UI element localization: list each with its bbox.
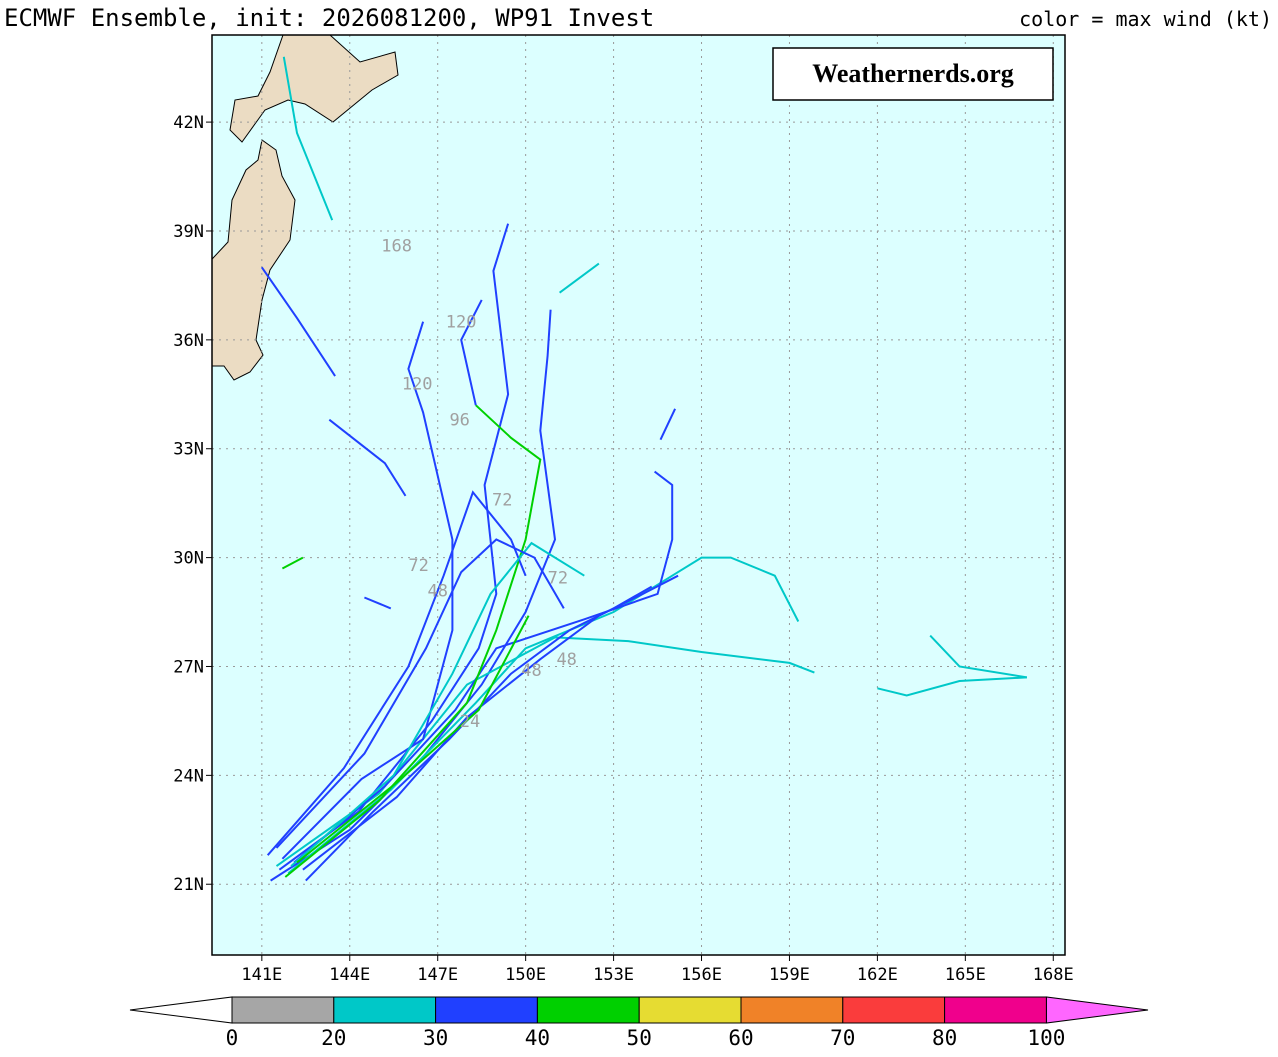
watermark-box xyxy=(772,47,1054,101)
hour-label: 48 xyxy=(556,650,576,670)
hour-label: 72 xyxy=(548,569,568,589)
track xyxy=(929,634,1028,679)
hour-label: 24 xyxy=(460,712,480,732)
x-tick-label: 162E xyxy=(857,965,898,985)
track xyxy=(460,299,483,406)
colorbar-segment xyxy=(740,996,844,1024)
colorbar-label: 20 xyxy=(321,1026,346,1050)
track xyxy=(302,574,679,871)
colorbar-label: 40 xyxy=(525,1026,550,1050)
track xyxy=(278,223,510,871)
hour-label: 48 xyxy=(521,661,541,681)
y-tick-label: 36N xyxy=(173,331,204,351)
grid xyxy=(206,35,1065,961)
track xyxy=(659,408,677,441)
colorbar-segment xyxy=(944,996,1047,1024)
track xyxy=(266,490,527,856)
track xyxy=(328,418,407,497)
y-tick-label: 21N xyxy=(173,875,204,895)
y-tick-label: 27N xyxy=(173,657,204,677)
colorbar-label: 50 xyxy=(627,1026,652,1050)
track xyxy=(282,56,334,221)
colorbar-label: 60 xyxy=(728,1026,753,1050)
hour-label: 48 xyxy=(427,581,447,601)
chart-title: ECMWF Ensemble, init: 2026081200, WP91 I… xyxy=(4,4,654,32)
colorbar-over xyxy=(1045,996,1149,1024)
hour-label: 168 xyxy=(381,236,412,256)
colorbar: 0 20 30 40 50 60 70 80 100 xyxy=(129,996,1149,1050)
colorbar-segment xyxy=(435,996,538,1024)
colorbar-label: 70 xyxy=(830,1026,855,1050)
colorbar-segment xyxy=(231,996,335,1024)
x-tick-label: 150E xyxy=(505,965,546,985)
colorbar-segment xyxy=(333,996,437,1024)
x-tick-label: 153E xyxy=(593,965,634,985)
y-tick-label: 33N xyxy=(173,440,204,460)
track xyxy=(559,262,600,294)
y-tick-label: 39N xyxy=(173,222,204,242)
track xyxy=(275,538,565,849)
track xyxy=(281,556,304,570)
track xyxy=(281,321,454,860)
colorbar-under xyxy=(129,996,233,1024)
x-tick-label: 159E xyxy=(769,965,810,985)
track xyxy=(877,676,1027,697)
tracks xyxy=(260,56,1028,882)
track xyxy=(293,470,674,864)
colorbar-label: 30 xyxy=(423,1026,448,1050)
ocean xyxy=(212,35,1065,955)
y-tick-label: 42N xyxy=(173,113,204,133)
track xyxy=(296,615,530,864)
track xyxy=(305,585,653,882)
hour-label: 96 xyxy=(449,411,469,431)
colorbar-label: 80 xyxy=(932,1026,957,1050)
colorbar-segment xyxy=(842,996,946,1024)
hour-label: 120 xyxy=(402,374,433,394)
y-tick-label: 24N xyxy=(173,766,204,786)
colorbar-segment xyxy=(638,996,742,1024)
colorbar-segment xyxy=(536,996,640,1024)
y-tick-label: 30N xyxy=(173,549,204,569)
x-tick-label: 165E xyxy=(945,965,986,985)
frame xyxy=(211,34,1066,956)
x-tick-label: 168E xyxy=(1033,965,1074,985)
track xyxy=(290,541,585,867)
track xyxy=(260,266,336,377)
hour-label: 72 xyxy=(492,491,512,511)
watermark: Weathernerds.org xyxy=(812,59,1013,88)
colorbar-label: 0 xyxy=(226,1026,239,1050)
x-tick-label: 141E xyxy=(241,965,282,985)
track xyxy=(364,596,392,610)
hour-label: 120 xyxy=(446,313,477,333)
land xyxy=(212,35,399,381)
chart-subtitle: color = max wind (kt) xyxy=(1019,7,1272,31)
x-tick-label: 156E xyxy=(681,965,722,985)
x-tick-label: 144E xyxy=(329,965,370,985)
hour-label: 72 xyxy=(408,556,428,576)
x-tick-label: 147E xyxy=(417,965,458,985)
colorbar-label: 100 xyxy=(1027,1026,1065,1050)
